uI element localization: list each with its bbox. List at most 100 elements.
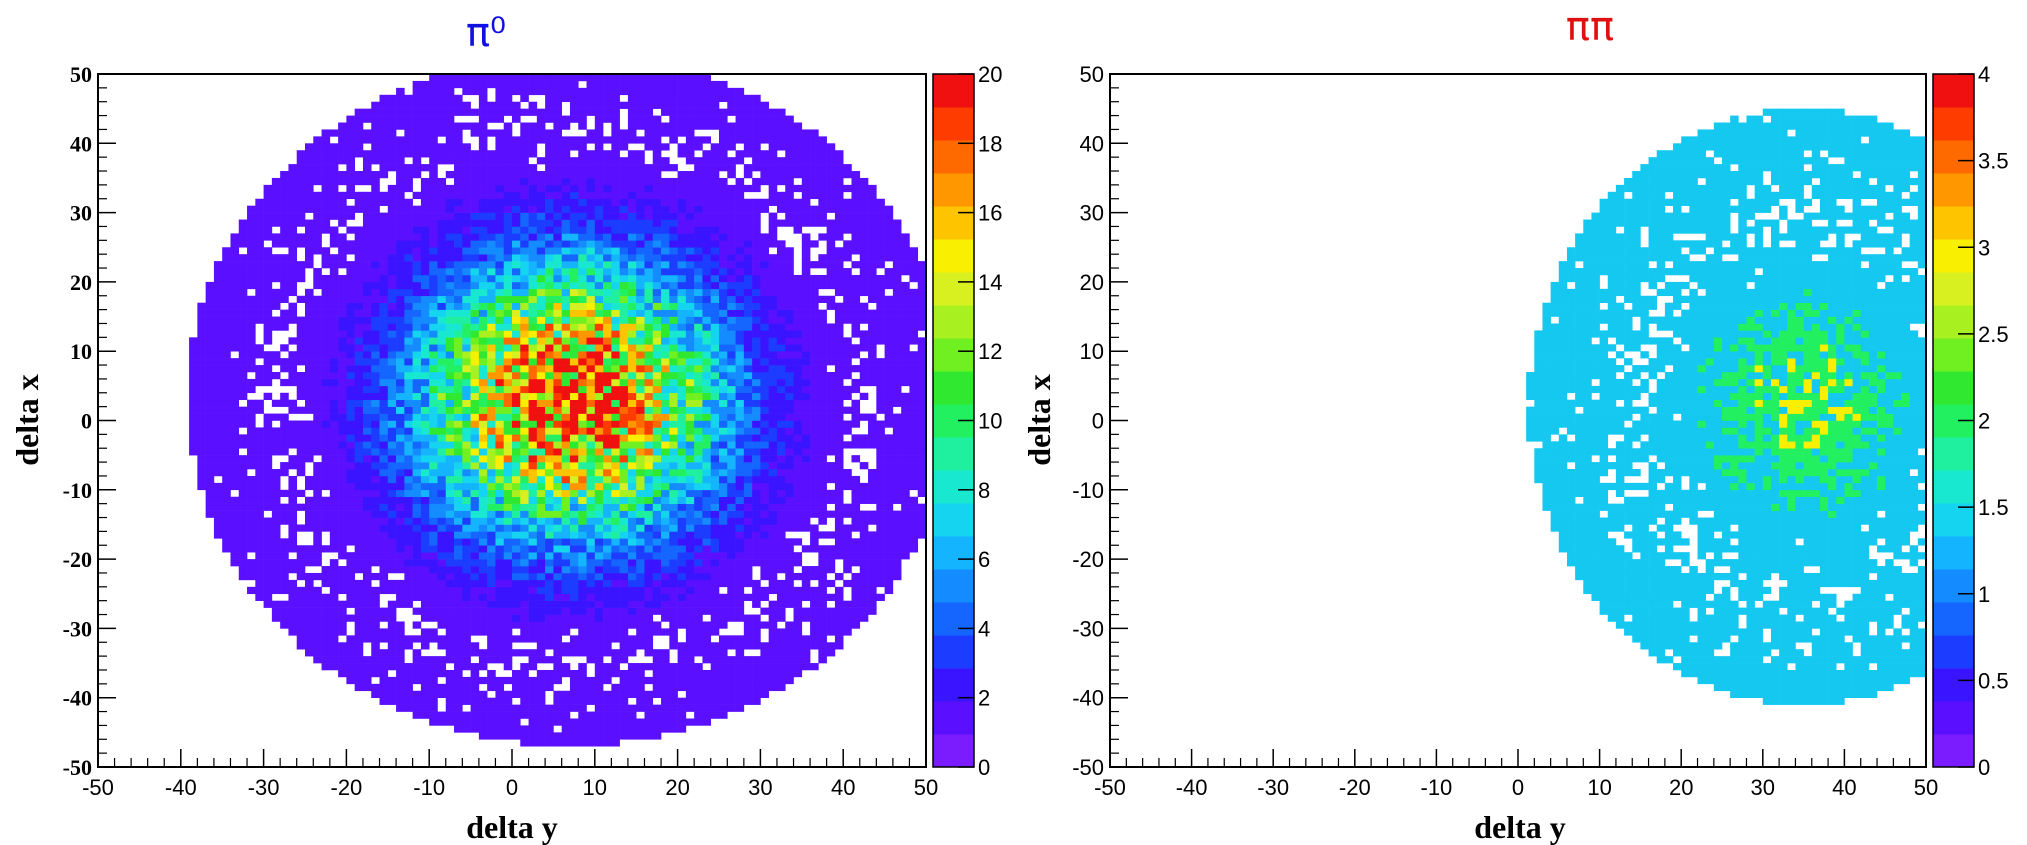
heatmap-cell (354, 406, 364, 414)
heatmap-cell (487, 732, 496, 740)
heatmap-cell (627, 87, 637, 96)
heatmap-cell (487, 434, 496, 442)
heatmap-cell (719, 642, 728, 650)
heatmap-cell (545, 538, 554, 546)
heatmap-cell (578, 261, 587, 269)
heatmap-cell (271, 233, 281, 241)
heatmap-cell (379, 309, 389, 317)
heatmap-cell (710, 621, 720, 629)
heatmap-cell (685, 448, 695, 456)
heatmap-cell (396, 482, 405, 491)
heatmap-cell (362, 365, 372, 373)
heatmap-cell (280, 191, 289, 200)
heatmap-cell (569, 323, 579, 331)
heatmap-cell (420, 579, 430, 588)
heatmap-cell (636, 288, 645, 297)
heatmap-cell (296, 642, 306, 650)
heatmap-cell (263, 517, 273, 525)
heatmap-cell (561, 489, 571, 498)
heatmap-cell (694, 635, 703, 643)
heatmap-cell (545, 614, 554, 622)
heatmap-cell (685, 177, 695, 186)
heatmap-cell (197, 344, 206, 352)
heatmap-cell (627, 323, 637, 331)
heatmap-cell (669, 704, 678, 712)
heatmap-cell (487, 101, 496, 109)
heatmap-cell (487, 385, 496, 394)
heatmap-cell (445, 656, 455, 664)
heatmap-cell (396, 496, 405, 504)
heatmap-cell (462, 87, 471, 96)
heatmap-cell (313, 344, 322, 352)
heatmap-cell (636, 732, 645, 740)
heatmap-cell (238, 344, 248, 352)
heatmap-cell (387, 254, 397, 262)
heatmap-cell (661, 566, 670, 574)
heatmap-cell (644, 614, 654, 622)
heatmap-cell (619, 697, 629, 705)
heatmap-cell (611, 469, 620, 477)
heatmap-cell (710, 406, 720, 414)
heatmap-cell (719, 676, 728, 685)
heatmap-cell (412, 482, 422, 491)
heatmap-cell (238, 531, 248, 539)
heatmap-cell (536, 177, 546, 186)
heatmap-cell (661, 434, 670, 442)
heatmap-cell (346, 448, 355, 456)
heatmap-cell (404, 676, 413, 685)
heatmap-cell (512, 371, 521, 380)
heatmap-cell (627, 503, 637, 511)
heatmap-cell (346, 392, 355, 401)
heatmap-cell (694, 649, 703, 657)
heatmap-cell (412, 101, 422, 109)
heatmap-cell (230, 281, 240, 290)
heatmap-cell (512, 205, 521, 213)
heatmap-cell (404, 281, 413, 290)
heatmap-cell (627, 177, 637, 186)
heatmap-cell (669, 268, 678, 276)
heatmap-cell (429, 261, 438, 269)
heatmap-cell (677, 524, 687, 532)
heatmap-cell (470, 87, 480, 96)
heatmap-cell (503, 399, 513, 407)
heatmap-cell (677, 614, 687, 622)
heatmap-cell (387, 496, 397, 504)
heatmap-cell (569, 725, 579, 733)
heatmap-cell (536, 496, 546, 504)
heatmap-cell (520, 143, 529, 151)
heatmap-cell (396, 288, 405, 297)
heatmap-cell (404, 302, 413, 310)
heatmap-cell (619, 337, 629, 345)
heatmap-cell (561, 566, 571, 574)
heatmap-cell (636, 642, 645, 650)
heatmap-cell (619, 469, 629, 477)
heatmap-cell (512, 593, 521, 601)
heatmap-cell (652, 420, 662, 428)
heatmap-cell (387, 101, 397, 109)
heatmap-cell (371, 184, 380, 193)
heatmap-cell (371, 538, 380, 546)
heatmap-cell (627, 150, 637, 158)
heatmap-cell (512, 469, 521, 477)
heatmap-cell (710, 489, 720, 498)
heatmap-cell (652, 656, 662, 664)
heatmap-cell (685, 171, 695, 179)
heatmap-cell (437, 358, 447, 366)
heatmap-cell (702, 475, 712, 484)
heatmap-cell (719, 663, 728, 671)
heatmap-cell (238, 538, 248, 546)
heatmap-cell (354, 240, 364, 248)
heatmap-cell (371, 524, 380, 532)
heatmap-cell (636, 184, 645, 193)
heatmap-cell (412, 226, 422, 234)
heatmap-cell (669, 122, 678, 130)
heatmap-cell (545, 524, 554, 532)
heatmap-cell (603, 475, 612, 484)
heatmap-cell (702, 607, 712, 615)
heatmap-cell (478, 455, 488, 463)
heatmap-cell (503, 74, 513, 82)
heatmap-cell (445, 344, 455, 352)
heatmap-cell (652, 337, 662, 345)
heatmap-cell (520, 572, 529, 581)
heatmap-cell (379, 559, 389, 567)
